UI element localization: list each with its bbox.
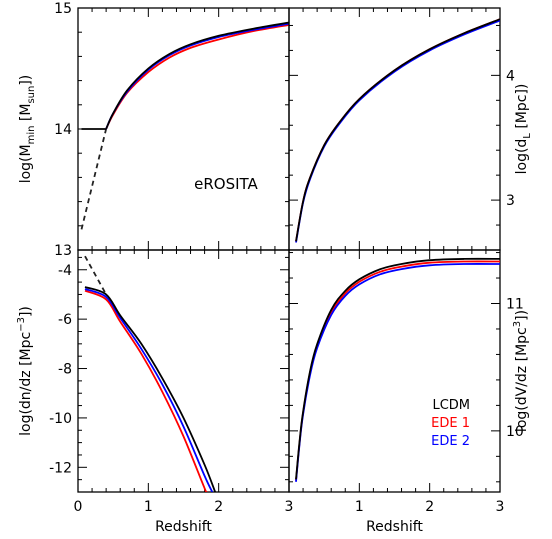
series-line-ede-2 (295, 19, 500, 243)
y-axis-label-part: [Mpc]) (514, 84, 530, 134)
y-axis-label-part: [M (18, 104, 34, 126)
legend-entry: EDE 1 (431, 416, 470, 431)
x-axis-label: Redshift (155, 519, 212, 535)
x-tick-label: 1 (144, 499, 153, 515)
y-tick-label: 13 (54, 243, 72, 259)
series-line-ede-2 (295, 263, 500, 482)
survey-annotation: eROSITA (194, 175, 258, 193)
y-axis-label-part: −3 (16, 317, 27, 332)
y-tick-label: -4 (58, 263, 72, 279)
series-line-ede-1 (105, 24, 289, 130)
series-line-ede-2 (105, 22, 289, 130)
panel-number-density: -4 -6 -8 -10 -12 0 1 2 3 Redshift log(dn/dz [Mpc−3… (16, 249, 294, 535)
y-tick-label: -8 (58, 362, 72, 378)
y-axis-label-part: log(M (18, 144, 34, 183)
series-line-lcdm (295, 18, 500, 242)
panel-frame (288, 249, 501, 493)
legend-entry: EDE 2 (431, 434, 470, 449)
y-axis-label: log(dV/dz [Mpc3]) (512, 310, 530, 432)
series-line-ede-1 (295, 18, 500, 242)
y-axis-label-part: log(dV/dz [Mpc (514, 327, 530, 432)
y-axis-label-part: 3 (512, 321, 523, 327)
extrapolated-dashed-line (84, 255, 107, 295)
y-axis-label: log(dn/dz [Mpc−3]) (16, 306, 34, 436)
y-axis-label-part: ]) (18, 75, 34, 86)
panel-mass-threshold: 13 14 15 log(Mmin [Msun]) eROSITA (18, 1, 290, 259)
series-line-ede-1 (84, 289, 208, 492)
x-tick-label: 2 (425, 499, 434, 515)
y-axis-label-part: min (26, 126, 37, 145)
y-tick-label: 10 (506, 424, 524, 440)
x-tick-label: 3 (285, 499, 294, 515)
x-tick-label: 3 (496, 499, 505, 515)
y-axis-label-part: ]) (18, 306, 34, 317)
y-tick-label: 3 (506, 193, 515, 209)
y-tick-label: 11 (506, 296, 524, 312)
legend-entry: LCDM (432, 398, 470, 413)
x-tick-label: 2 (214, 499, 223, 515)
y-axis-label: log(dL [Mpc]) (514, 84, 533, 175)
panel-frame (288, 7, 501, 251)
y-axis-label-part: sun (26, 86, 37, 104)
series-line-ede-2 (84, 288, 214, 492)
y-axis-label-part: ]) (514, 310, 530, 321)
series-line-lcdm (84, 286, 217, 492)
panel-frame (77, 7, 290, 251)
y-axis-label-part: L (522, 133, 533, 139)
y-tick-label: 4 (506, 68, 515, 84)
y-axis-label-part: log(d (514, 139, 530, 175)
y-tick-label: 14 (54, 122, 72, 138)
x-tick-label: 0 (74, 499, 83, 515)
x-tick-label: 1 (355, 499, 364, 515)
y-tick-label: -10 (49, 411, 72, 427)
series-line-lcdm (105, 21, 289, 130)
series-line-lcdm (295, 257, 500, 480)
y-tick-label: -12 (49, 460, 72, 476)
extrapolated-dashed-line (80, 128, 107, 230)
y-tick-label: 15 (54, 1, 72, 17)
x-axis-label: Redshift (366, 519, 423, 535)
y-axis-label-part: log(dn/dz [Mpc (18, 332, 34, 436)
y-axis-label: log(Mmin [Msun]) (18, 75, 37, 184)
y-tick-label: -6 (58, 312, 72, 328)
panel-frame (77, 249, 290, 493)
